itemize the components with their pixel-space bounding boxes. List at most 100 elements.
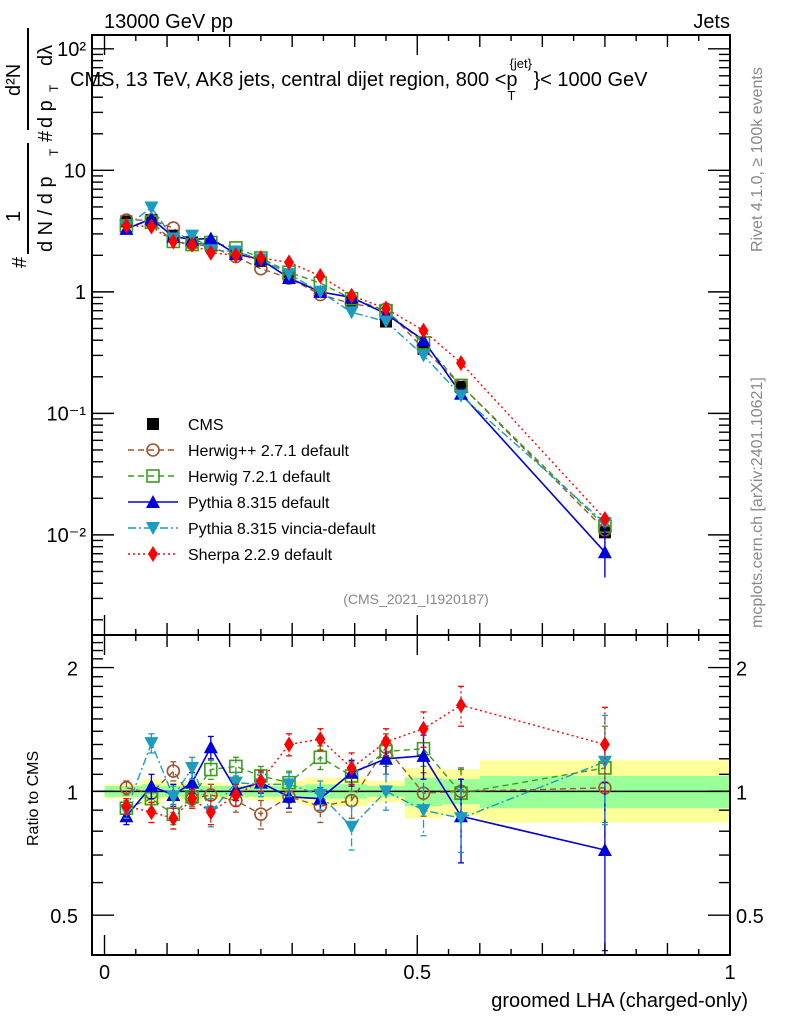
main-point-pythia-8-315-vincia-default (282, 268, 297, 282)
ratio-point-sherpa-2-2-9-default (418, 720, 429, 737)
main-y-tick-label: 10² (57, 39, 86, 61)
main-y-axis-label: # 1 d N / d p T # d²N d p T dλ (3, 28, 61, 268)
header-left-label: 13000 GeV pp (104, 11, 233, 33)
ratio-y-tick-label-right: 2 (736, 659, 747, 681)
main-y-axis: 10⁻² 10⁻¹ 1 10 10² (47, 39, 730, 621)
main-point-sherpa-2-2-9-default (146, 218, 157, 235)
legend-label: Sherpa 2.2.9 default (188, 547, 333, 564)
main-point-sherpa-2-2-9-default (456, 354, 467, 371)
main-point-sherpa-2-2-9-default (346, 287, 357, 304)
x-tick-label: 0.5 (403, 962, 431, 984)
main-point-sherpa-2-2-9-default (315, 268, 326, 285)
legend-marker (146, 469, 160, 483)
analysis-watermark: (CMS_2021_I1920187) (343, 591, 489, 607)
main-point-sherpa-2-2-9-default (380, 300, 391, 317)
ratio-point-pythia-8-315-vincia-default (313, 788, 328, 802)
ratio-point-sherpa-2-2-9-default (121, 798, 132, 815)
main-line-pythia-8-315-vincia-default (125, 206, 606, 524)
title-subscript: T (508, 88, 516, 103)
main-point-sherpa-2-2-9-default (284, 254, 295, 271)
ratio-point-sherpa-2-2-9-default (187, 790, 198, 807)
ratio-point-sherpa-2-2-9-default (255, 772, 266, 789)
legend-label: CMS (188, 417, 224, 434)
ratio-point-pythia-8-315-vincia-default (454, 812, 469, 826)
main-point-sherpa-2-2-9-default (187, 236, 198, 253)
ylabel-dlambda: dλ (35, 45, 57, 66)
legend-marker (148, 546, 158, 562)
title-tail-text: }< 1000 GeV (534, 69, 649, 91)
main-point-pythia-8-315-vincia-default (185, 229, 200, 243)
main-point-pythia-8-315-vincia-default (378, 315, 393, 329)
x-tick-label: 1 (724, 962, 735, 984)
main-point-pythia-8-315-default (144, 211, 159, 225)
main-point-sherpa-2-2-9-default (599, 511, 610, 528)
ylabel-denominator: d N / d p (35, 176, 57, 252)
ratio-point-pythia-8-315-default (185, 775, 200, 789)
legend-marker (146, 495, 160, 508)
ylabel-numerator: d²N (3, 64, 25, 96)
x-tick-label: 0 (99, 962, 110, 984)
ratio-point-pythia-8-315-vincia-default (378, 785, 393, 799)
ylabel-hash-1: # (9, 256, 31, 268)
main-point-sherpa-2-2-9-default (121, 217, 132, 234)
main-series-markers (119, 201, 612, 578)
ratio-point-pythia-8-315-default (144, 779, 159, 793)
header-right-label: Jets (693, 11, 730, 33)
ratio-point-herwig-2-7-1-default (119, 781, 134, 795)
main-point-pythia-8-315-vincia-default (144, 201, 159, 215)
ratio-point-sherpa-2-2-9-default (284, 736, 295, 753)
legend-label: Pythia 8.315 vincia-default (188, 521, 376, 538)
legend-marker (147, 418, 159, 430)
main-title: CMS, 13 TeV, AK8 jets, central dijet reg… (70, 56, 648, 103)
ratio-point-sherpa-2-2-9-default (168, 810, 179, 827)
main-point-sherpa-2-2-9-default (205, 244, 216, 261)
ratio-plot-frame (91, 634, 731, 956)
ratio-panel: 0.5 0.51 12 2 0 0.5 1 Ratio to CMS groomed LH… (25, 634, 764, 1012)
ylabel-denominator-2: d p (35, 100, 57, 128)
ylabel-hash-2: # (35, 130, 57, 142)
legend-item-cms: CMS (147, 417, 224, 434)
ratio-point-sherpa-2-2-9-default (230, 786, 241, 803)
legend-label: Herwig 7.2.1 default (188, 469, 331, 486)
legend-item-herwig-7-2-1-default: Herwig 7.2.1 default (128, 469, 331, 486)
ratio-series-markers (119, 685, 612, 952)
main-y-tick-label: 1 (75, 282, 86, 304)
ratio-y-axis-label: Ratio to CMS (25, 751, 42, 846)
main-line-sherpa-2-2-9-default (126, 225, 606, 520)
main-point-sherpa-2-2-9-default (168, 233, 179, 250)
ylabel-denominator-sub: T (47, 148, 61, 156)
legend-label: Herwig++ 2.7.1 default (188, 443, 350, 460)
ratio-y-tick-label: 0.5 (50, 906, 78, 928)
ratio-point-pythia-8-315-default (378, 751, 393, 765)
ratio-point-sherpa-2-2-9-default (315, 731, 326, 748)
ratio-x-axis: 0 0.5 1 (99, 635, 736, 984)
ratio-point-sherpa-2-2-9-default (599, 736, 610, 753)
main-y-tick-label: 10⁻¹ (47, 403, 87, 425)
ratio-point-herwig-2-7-1-default (254, 807, 268, 821)
legend-label: Pythia 8.315 default (188, 495, 330, 512)
ratio-y-tick-label: 1 (67, 782, 78, 804)
ratio-y-axis: 0.5 0.5 1 1 2 2 (50, 641, 764, 956)
main-point-pythia-8-315-vincia-default (416, 349, 431, 363)
legend-item-sherpa-2-2-9-default: Sherpa 2.2.9 default (128, 546, 333, 564)
ratio-point-pythia-8-315-vincia-default (166, 790, 181, 804)
ratio-point-pythia-8-315-default (597, 843, 612, 857)
main-point-sherpa-2-2-9-default (255, 249, 266, 266)
legend-item-pythia-8-315-default: Pythia 8.315 default (128, 495, 330, 512)
ratio-point-herwig-7-2-1-default (313, 750, 328, 765)
ratio-point-herwig-7-2-1-default (204, 762, 218, 777)
ylabel-one: 1 (3, 211, 25, 222)
main-point-pythia-8-315-vincia-default (344, 306, 359, 320)
legend-item-herwig-2-7-1-default: Herwig++ 2.7.1 default (128, 443, 350, 460)
ratio-point-pythia-8-315-default (203, 740, 218, 754)
legend-item-pythia-8-315-vincia-default: Pythia 8.315 vincia-default (128, 521, 376, 538)
ratio-point-sherpa-2-2-9-default (205, 804, 216, 821)
legend: CMS Herwig++ 2.7.1 default Herwig 7.2.1 de… (128, 417, 376, 564)
ratio-point-pythia-8-315-default (416, 748, 431, 762)
ratio-point-pythia-8-315-vincia-default (597, 755, 612, 769)
main-point-pythia-8-315-default (416, 333, 431, 347)
ratio-point-pythia-8-315-vincia-default (185, 761, 200, 775)
ratio-point-sherpa-2-2-9-default (146, 804, 157, 821)
ratio-y-tick-label-right: 0.5 (736, 906, 764, 928)
